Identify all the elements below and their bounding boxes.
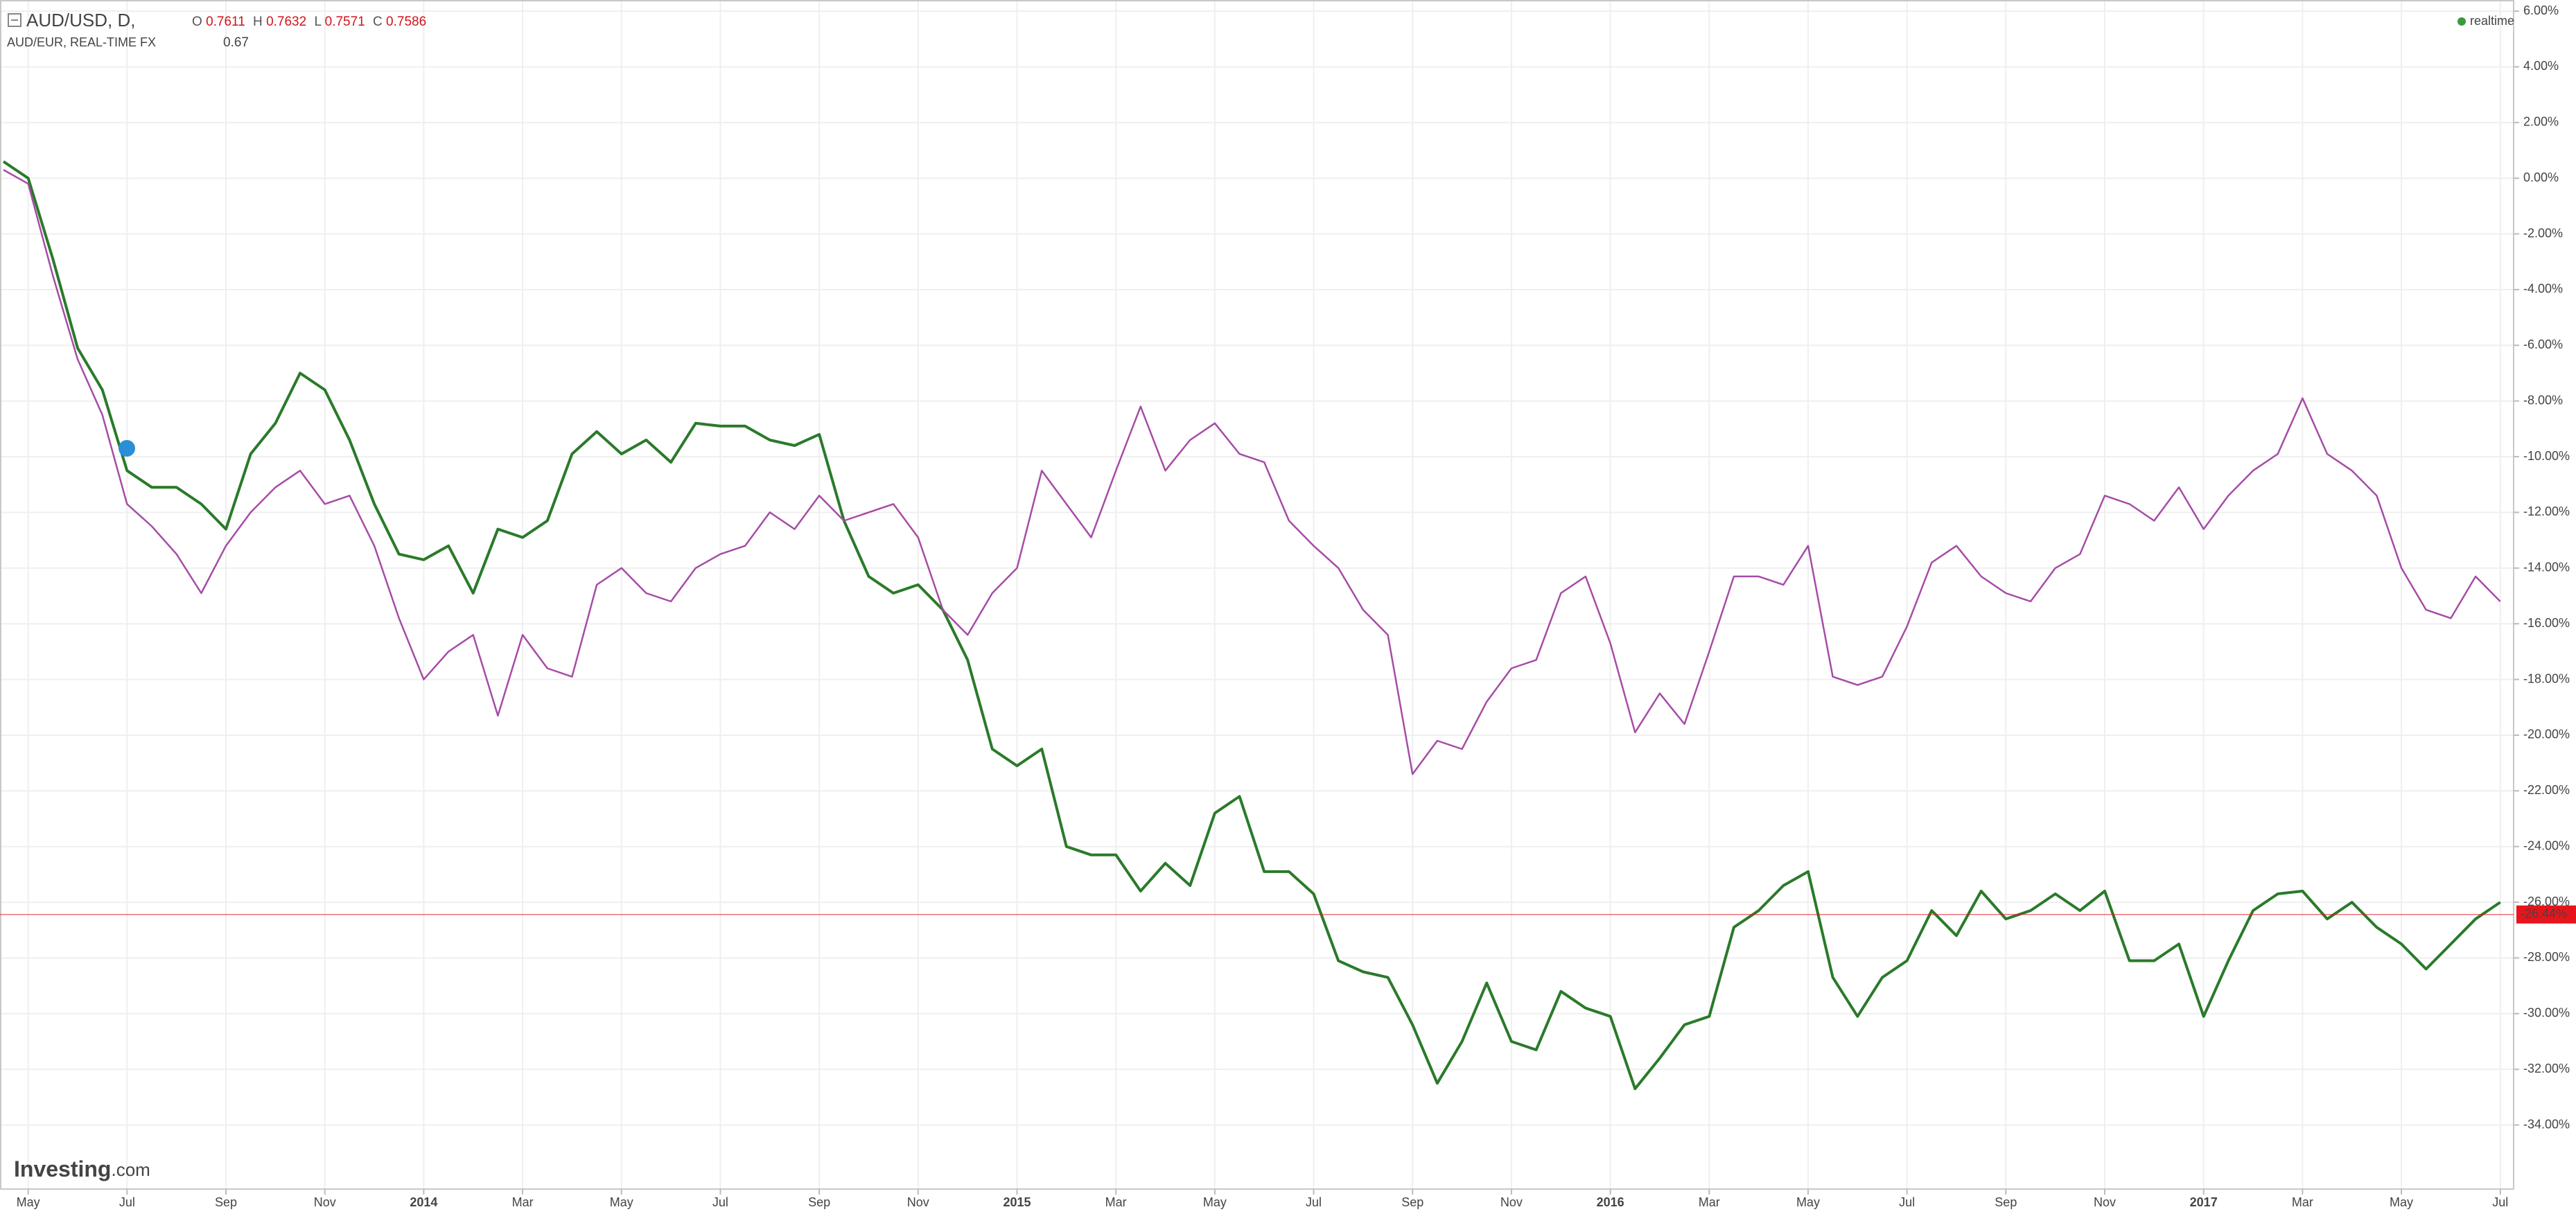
plot-border [0,0,2514,1190]
y-tick-label: -34.00% [2523,1117,2570,1131]
x-tick-label: Mar [1105,1195,1127,1209]
x-tick-label: Nov [314,1195,336,1209]
x-tick-label: Mar [1699,1195,1720,1209]
brand-suffix: .com [111,1159,150,1180]
y-tick-label: -16.00% [2523,616,2570,630]
x-tick-label: Sep [1401,1195,1423,1209]
y-tick-label: -8.00% [2523,393,2563,407]
x-tick-label: Jul [712,1195,728,1209]
current-label: -26.44% [2521,907,2567,921]
x-tick-label: Mar [512,1195,534,1209]
status-dot [2457,17,2466,26]
series-line [2,160,2501,1091]
x-tick-label: May [1203,1195,1227,1209]
brand-name: Investing [14,1156,111,1181]
y-tick-label: -20.00% [2523,728,2570,741]
grid [0,0,2514,1189]
x-tick-label: May [17,1195,40,1209]
compare-value: 0.67 [223,35,249,50]
status: realtime [2470,14,2514,28]
ohlc: O 0.7611 H 0.7632 L 0.7571 C 0.7586 [192,15,426,29]
y-tick-label: 0.00% [2523,170,2559,184]
brand: Investing.com [14,1156,150,1181]
c-label: C [373,15,383,29]
x-tick-label: Jul [1899,1195,1915,1209]
compare-symbol[interactable]: AUD/EUR, REAL-TIME FX [7,35,156,49]
y-tick-label: -6.00% [2523,337,2563,351]
current-box [2516,905,2576,924]
l-value: 0.7571 [325,15,365,29]
y-tick-label: -32.00% [2523,1062,2570,1075]
marks [2,160,2501,1091]
o-label: O [192,15,202,29]
x-tick-label: Sep [215,1195,237,1209]
y-tick-label: -24.00% [2523,838,2570,852]
y-tick-label: -4.00% [2523,282,2563,296]
x-tick-label: May [610,1195,633,1209]
x-tick-label: Jul [119,1195,135,1209]
x-tick-label: Sep [808,1195,830,1209]
y-tick-label: 4.00% [2523,59,2559,73]
x-tick-label: 2014 [410,1195,437,1209]
y-tick-label: -12.00% [2523,504,2570,518]
y-tick-label: -18.00% [2523,671,2570,685]
y-tick-label: -2.00% [2523,226,2563,240]
h-value: 0.7632 [266,15,306,29]
x-tick-label: 2017 [2190,1195,2218,1209]
x-tick-label: Nov [907,1195,929,1209]
x-tick-label: 2016 [1597,1195,1624,1209]
h-label: H [253,15,263,29]
symbol[interactable]: AUD/USD, D, [26,10,135,30]
y-tick-label: -22.00% [2523,783,2570,797]
event-marker[interactable] [119,440,135,457]
y-tick-label: -14.00% [2523,561,2570,574]
y-tick-label: -26.00% [2523,895,2570,908]
x-tick-label: Nov [2094,1195,2116,1209]
series-line [3,169,2501,775]
x-tick-label: Jul [2492,1195,2508,1209]
c-value: 0.7586 [386,15,426,29]
y-tick-label: -10.00% [2523,449,2570,463]
l-label: L [314,15,321,29]
x-tick-label: 2015 [1003,1195,1031,1209]
y-tick-label: -28.00% [2523,950,2570,964]
y-tick-label: 2.00% [2523,115,2559,129]
x-tick-label: Sep [1995,1195,2017,1209]
o-value: 0.7611 [206,15,245,29]
collapse-icon[interactable] [8,13,21,27]
x-tick-label: May [1796,1195,1820,1209]
y-tick-label: -30.00% [2523,1006,2570,1020]
x-tick-label: Mar [2292,1195,2313,1209]
x-tick-label: Nov [1500,1195,1523,1209]
x-tick-label: May [2390,1195,2413,1209]
x-tick-label: Jul [1306,1195,1322,1209]
y-tick-label: 6.00% [2523,3,2559,17]
